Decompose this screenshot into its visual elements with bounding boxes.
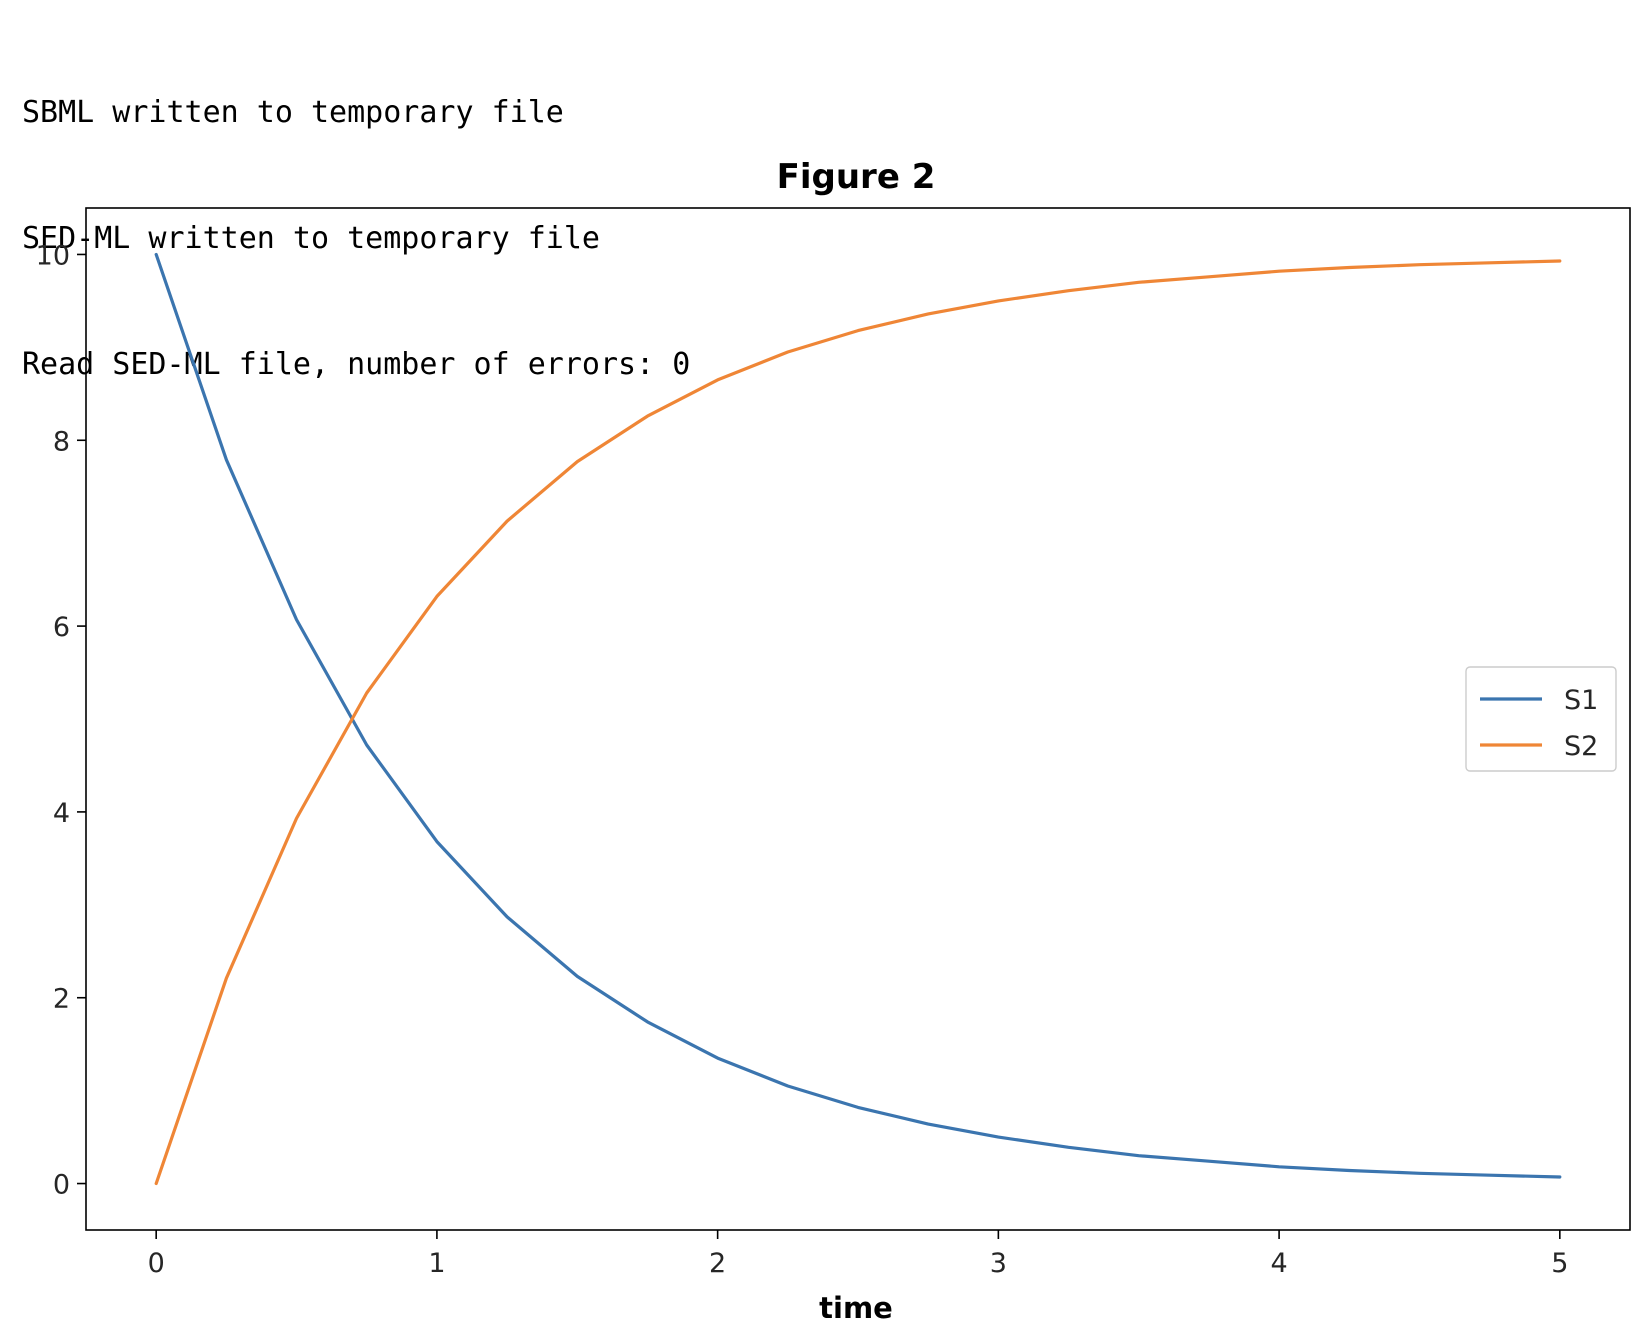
y-tick-label: 4 [53, 798, 70, 829]
plot-lines [154, 252, 1562, 1186]
series-line-s2 [154, 259, 1562, 1186]
x-tick-label: 2 [709, 1248, 726, 1279]
x-axis: 0 1 2 3 4 5 [148, 1230, 1568, 1279]
x-tick-label: 0 [148, 1248, 165, 1279]
y-tick-label: 0 [53, 1170, 70, 1201]
y-tick-label: 6 [53, 612, 70, 643]
x-tick-label: 4 [1270, 1248, 1287, 1279]
console-line: SED-ML written to temporary file [22, 221, 600, 256]
console-output: SBML written to temporary file SED-ML wr… [22, 8, 690, 428]
chart-title: Figure 2 [777, 157, 936, 197]
y-axis: 0 2 4 6 8 10 [36, 240, 86, 1201]
x-axis-label: time [819, 1291, 893, 1325]
series-line-s1 [154, 252, 1562, 1179]
console-line: Read SED-ML file, number of errors: 0 [22, 347, 691, 382]
y-tick-label: 2 [53, 984, 70, 1015]
console-line: SBML written to temporary file [22, 95, 564, 130]
x-tick-label: 3 [990, 1248, 1007, 1279]
y-tick-label: 8 [53, 426, 70, 457]
y-tick-label: 10 [36, 240, 70, 271]
x-tick-label: 5 [1551, 1248, 1568, 1279]
axes-frame [85, 207, 1631, 1231]
legend-label-s2: S2 [1564, 731, 1598, 762]
x-tick-label: 1 [428, 1248, 445, 1279]
legend-label-s1: S1 [1564, 685, 1598, 716]
